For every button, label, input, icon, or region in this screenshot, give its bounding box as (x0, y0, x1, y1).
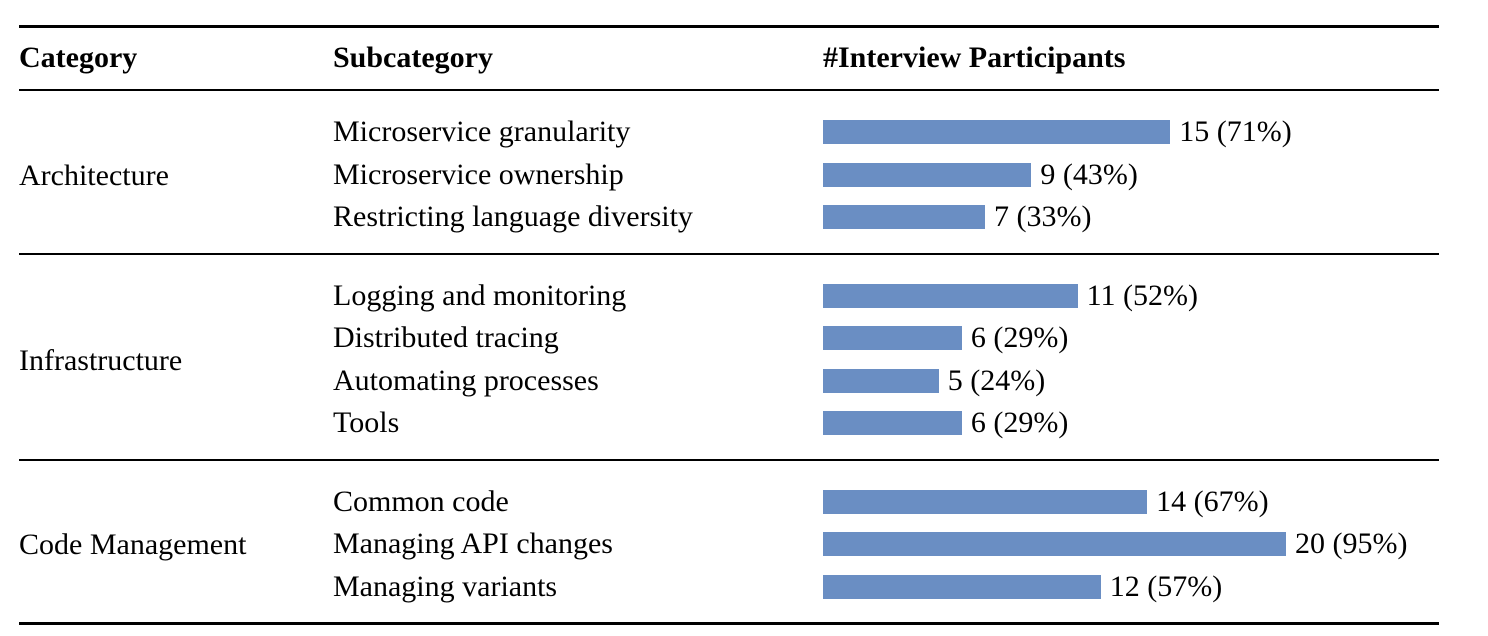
participants-bar (823, 326, 962, 351)
header-subcategory: Subcategory (333, 41, 493, 74)
header-participants: #Interview Participants (823, 41, 1126, 74)
participants-value-label: 6 (29%) (970, 406, 1069, 440)
category-label: Infrastructure (19, 343, 183, 377)
subcategory-label: Restricting language diversity (333, 200, 693, 234)
participants-value-label: 7 (33%) (994, 200, 1092, 234)
header-category: Category (19, 41, 138, 74)
participants-value-label: 12 (57%) (1109, 569, 1223, 603)
subcategory-label: Tools (333, 406, 400, 440)
participants-value-label: 5 (24%) (947, 363, 1046, 397)
category-label: Code Management (19, 528, 247, 562)
category-label: Architecture (19, 158, 169, 192)
participants-bar (823, 368, 939, 393)
participants-value-label: 14 (67%) (1156, 484, 1269, 518)
participants-bar (823, 532, 1286, 557)
subcategory-label: Automating processes (333, 363, 599, 397)
group-rule (19, 252, 1439, 255)
participants-value-label: 15 (71%) (1179, 115, 1292, 149)
header-rule (19, 89, 1439, 91)
group-rule (19, 458, 1439, 461)
subcategory-label: Common code (333, 484, 509, 518)
participants-value-label: 20 (95%) (1295, 527, 1408, 561)
subcategory-label: Microservice granularity (333, 115, 631, 149)
participants-value-label: 9 (43%) (1040, 157, 1138, 191)
participants-bar (823, 283, 1078, 308)
subcategory-label: Microservice ownership (333, 157, 624, 191)
subcategory-label: Logging and monitoring (333, 278, 627, 312)
participants-bar (823, 411, 962, 436)
subcategory-label: Managing variants (333, 569, 558, 603)
subcategory-label: Distributed tracing (333, 321, 559, 355)
participants-bar (823, 574, 1101, 599)
subcategory-label: Managing API changes (333, 527, 613, 561)
participants-bar (823, 489, 1148, 514)
participants-bar (823, 205, 986, 230)
top-rule (19, 25, 1439, 28)
participants-value-label: 6 (29%) (970, 321, 1069, 355)
bottom-rule (19, 622, 1439, 625)
participants-bar (823, 162, 1032, 187)
participants-value-label: 11 (52%) (1086, 278, 1198, 312)
participants-bar (823, 120, 1171, 145)
